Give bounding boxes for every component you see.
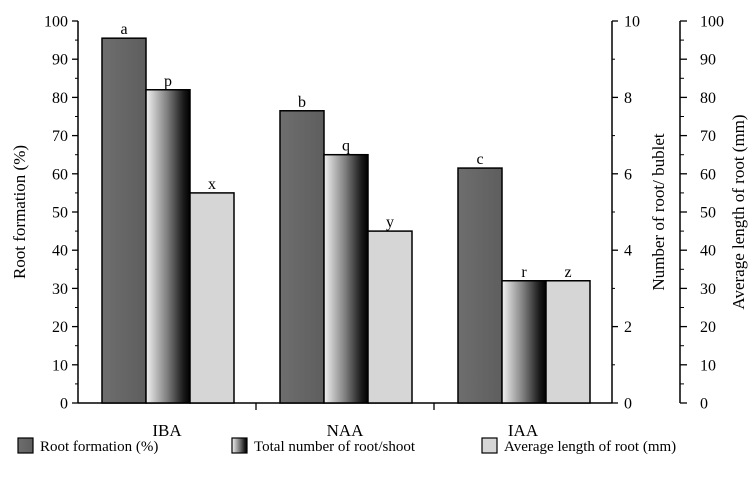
left-axis-tick-label: 80 (52, 90, 68, 107)
left-axis-tick-label: 0 (60, 396, 68, 413)
category-label: NAA (327, 421, 365, 440)
middle-axis-tick-label: 4 (624, 243, 632, 260)
middle-axis-tick-label: 10 (624, 14, 640, 31)
middle-axis-tick-label: 6 (624, 166, 632, 183)
bar-significance-letter: p (164, 73, 172, 90)
left-axis-tick-label: 20 (52, 319, 68, 336)
legend-swatch (231, 437, 248, 454)
bar-middle (323, 153, 369, 404)
left-axis-title: Root formation (%) (10, 145, 29, 279)
axes: 0102030405060708090100024681001020304050… (10, 14, 748, 413)
bar-significance-letter: z (564, 264, 571, 281)
bar-significance-letter: x (208, 176, 216, 193)
bar-middle (501, 280, 547, 404)
bar-significance-letter: q (342, 138, 350, 155)
bars (101, 37, 591, 404)
bar-right (367, 230, 413, 404)
bar-significance-letter: c (476, 151, 483, 168)
right-axis-tick-label: 20 (700, 319, 716, 336)
left-axis-tick-label: 30 (52, 281, 68, 298)
left-axis-tick-label: 40 (52, 243, 68, 260)
bar-left (279, 110, 325, 404)
right-axis-tick-label: 60 (700, 166, 716, 183)
category-label: IBA (152, 421, 182, 440)
middle-axis-tick-label: 0 (624, 396, 632, 413)
bar-significance-letter: y (386, 214, 394, 231)
legend-swatch (17, 437, 34, 454)
bar-middle (145, 89, 191, 404)
bar-right (545, 280, 591, 404)
bar-significance-letter: b (298, 94, 306, 111)
middle-axis-title: Number of root/ bublet (649, 133, 668, 290)
right-axis-tick-label: 70 (700, 128, 716, 145)
right-axis-tick-label: 50 (700, 205, 716, 222)
legend: Root formation (%) Total number of root/s… (17, 437, 676, 455)
middle-axis-tick-label: 2 (624, 319, 632, 336)
right-axis-tick-label: 30 (700, 281, 716, 298)
bar-significance-letter: a (120, 21, 127, 38)
legend-swatch (481, 437, 498, 454)
right-axis-title: Average length of root (mm) (729, 114, 748, 309)
bar-left (457, 167, 503, 404)
left-axis-tick-label: 90 (52, 52, 68, 69)
left-axis-tick-label: 50 (52, 205, 68, 222)
right-axis-tick-label: 90 (700, 52, 716, 69)
labels: IBA a p x NAA b q y IAA c r z (120, 21, 571, 440)
legend-label: Total number of root/shoot (254, 439, 416, 455)
right-axis-tick-label: 0 (700, 396, 708, 413)
bar-significance-letter: r (521, 264, 527, 281)
bar-right (189, 192, 235, 404)
left-axis-tick-label: 10 (52, 357, 68, 374)
right-axis-tick-label: 80 (700, 90, 716, 107)
right-axis-tick-label: 10 (700, 357, 716, 374)
left-axis-tick-label: 70 (52, 128, 68, 145)
middle-axis-tick-label: 8 (624, 90, 632, 107)
legend-label: Root formation (%) (40, 439, 158, 455)
legend-label: Average length of root (mm) (504, 439, 676, 455)
bar-left (101, 37, 147, 404)
left-axis-tick-label: 60 (52, 166, 68, 183)
right-axis-tick-label: 100 (700, 14, 724, 31)
left-axis-tick-label: 100 (44, 14, 68, 31)
category-label: IAA (508, 421, 539, 440)
right-axis-tick-label: 40 (700, 243, 716, 260)
